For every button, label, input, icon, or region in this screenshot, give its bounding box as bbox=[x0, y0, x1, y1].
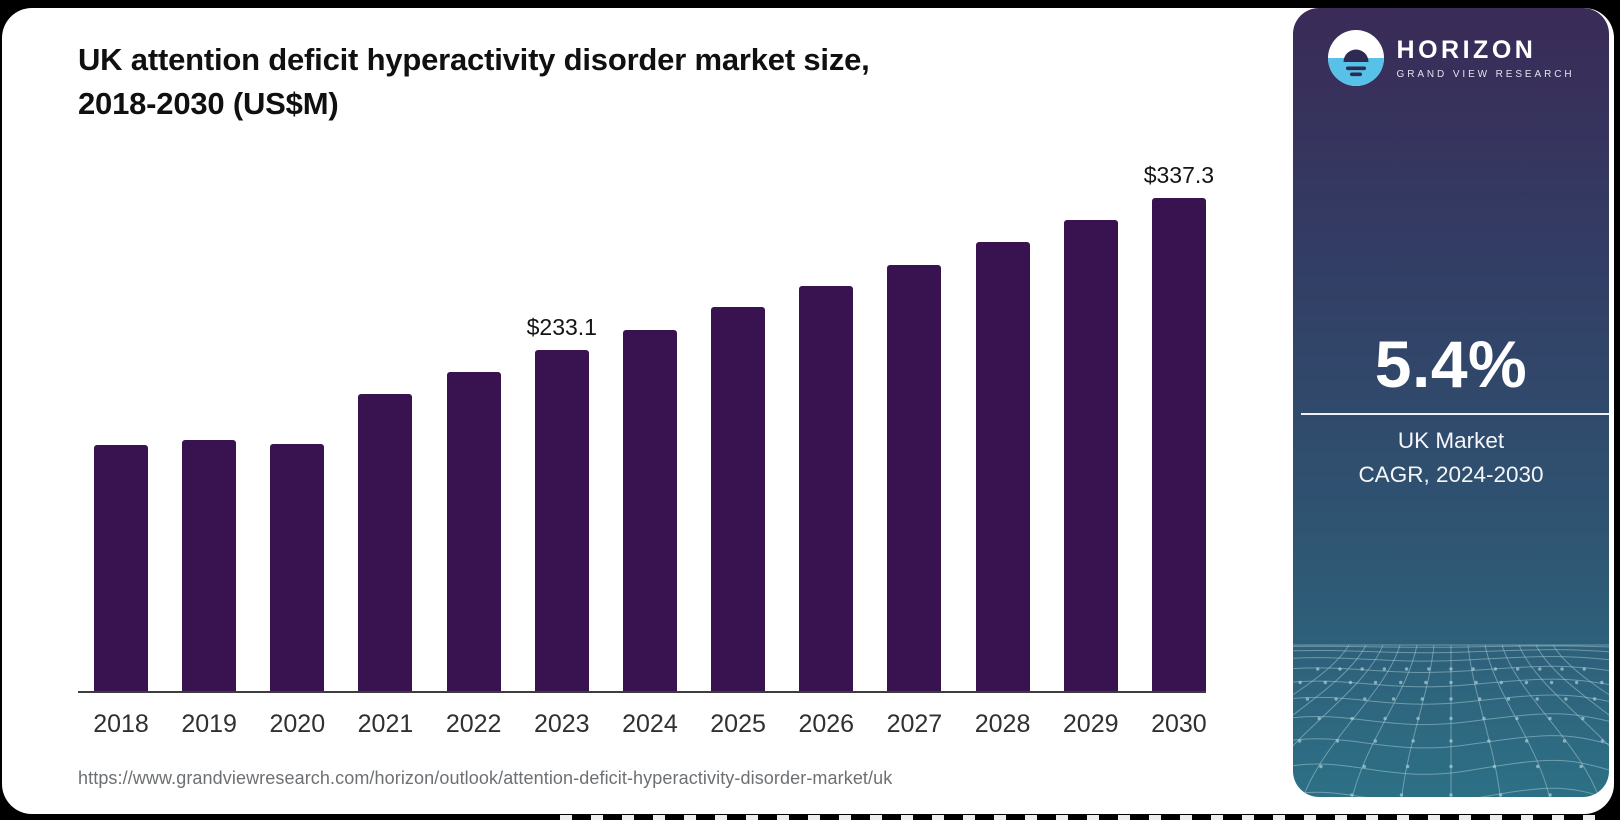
x-axis-label-2023: 2023 bbox=[533, 710, 590, 738]
bar-2022 bbox=[446, 372, 501, 691]
bar-2028 bbox=[975, 242, 1030, 691]
mesh-pattern-icon bbox=[1293, 644, 1609, 797]
bar-2020 bbox=[270, 444, 325, 691]
x-axis-label-2019: 2019 bbox=[181, 710, 237, 738]
x-axis-label-2028: 2028 bbox=[974, 710, 1031, 738]
x-axis-label-2030: 2030 bbox=[1151, 710, 1207, 738]
brand-name: HORIZON bbox=[1396, 36, 1537, 64]
sidebar-panel: HORIZON GRAND VIEW RESEARCH 5.4% UK Mark… bbox=[1293, 8, 1609, 797]
bar-column-2018 bbox=[94, 445, 148, 691]
chart-title: UK attention deficit hyperactivity disor… bbox=[78, 38, 870, 126]
cagr-caption-line1: UK Market bbox=[1397, 428, 1505, 453]
x-axis-label-2020: 2020 bbox=[269, 710, 326, 738]
bar-value-label-2030: $337.3 bbox=[1143, 162, 1215, 188]
source-url: https://www.grandviewresearch.com/horizo… bbox=[78, 768, 893, 788]
bar-2019 bbox=[182, 440, 237, 691]
bar-column-2026 bbox=[799, 286, 854, 691]
cutoff-content-strip bbox=[560, 815, 1610, 820]
x-axis-label-2029: 2029 bbox=[1062, 710, 1119, 738]
wireframe-mesh-decoration bbox=[1293, 639, 1609, 797]
bar-column-2024 bbox=[622, 330, 677, 691]
brand-text: HORIZON GRAND VIEW RESEARCH bbox=[1397, 36, 1575, 80]
bar-chart-plot-area: $233.1 $337.3 bbox=[78, 162, 1214, 693]
stat-divider bbox=[1301, 413, 1609, 415]
x-axis-label-2026: 2026 bbox=[798, 710, 855, 738]
bar-column-2021 bbox=[358, 394, 413, 691]
x-axis-label-2027: 2027 bbox=[886, 710, 943, 738]
chart-title-line2: 2018-2030 (US$M) bbox=[78, 86, 339, 122]
bar-column-2027 bbox=[887, 265, 942, 691]
x-axis-label-2018: 2018 bbox=[93, 710, 149, 738]
x-axis-labels: 2018 2019 2020 2021 2022 2023 2024 2025 2026 2027… bbox=[78, 710, 1207, 739]
bar-value-label-2023: $233.1 bbox=[526, 314, 597, 340]
bar-column-2023: $233.1 bbox=[527, 314, 597, 691]
x-axis-label-2025: 2025 bbox=[710, 710, 766, 738]
x-axis-label-2021: 2021 bbox=[357, 710, 414, 738]
bar-2025 bbox=[711, 307, 766, 691]
bar-column-2029 bbox=[1063, 220, 1118, 691]
cagr-caption-line2: CAGR, 2024-2030 bbox=[1358, 461, 1544, 487]
bar-column-2020 bbox=[270, 444, 325, 691]
bar-2030 bbox=[1151, 198, 1206, 691]
brand-subtitle: GRAND VIEW RESEARCH bbox=[1396, 69, 1575, 80]
bar-2027 bbox=[887, 265, 942, 691]
horizon-logo: HORIZON GRAND VIEW RESEARCH bbox=[1293, 30, 1609, 86]
cagr-stat-value: 5.4% bbox=[1374, 327, 1528, 401]
bar-2018 bbox=[94, 445, 148, 691]
bar-column-2022 bbox=[446, 372, 501, 691]
cagr-stat-caption: UK Market CAGR, 2024-2030 bbox=[1293, 424, 1609, 492]
bar-2024 bbox=[622, 330, 677, 691]
chart-title-line1: UK attention deficit hyperactivity disor… bbox=[78, 42, 870, 77]
bar-column-2030: $337.3 bbox=[1144, 162, 1214, 691]
bar-column-2025 bbox=[711, 307, 766, 691]
x-axis-label-2022: 2022 bbox=[445, 710, 502, 738]
bar-2023 bbox=[534, 350, 589, 691]
x-axis-label-2024: 2024 bbox=[622, 710, 678, 738]
bar-2029 bbox=[1063, 220, 1118, 691]
bar-column-2028 bbox=[975, 242, 1030, 691]
bar-2021 bbox=[358, 394, 413, 691]
bar-2026 bbox=[799, 286, 854, 691]
horizon-sun-icon bbox=[1327, 30, 1384, 86]
bar-column-2019 bbox=[182, 440, 237, 691]
